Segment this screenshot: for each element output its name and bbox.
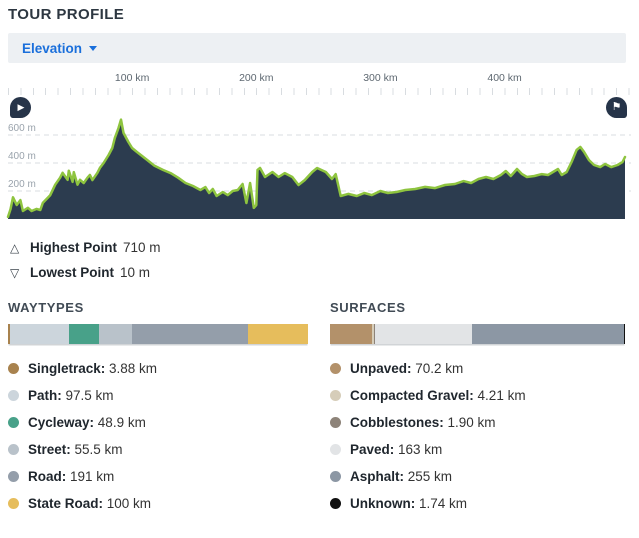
legend-value: 3.88 km — [105, 361, 158, 376]
legend-value: 100 km — [103, 496, 152, 511]
street-color-dot-icon — [8, 444, 19, 455]
play-icon: ▶ — [17, 102, 25, 112]
legend-value: 255 km — [404, 469, 453, 484]
road-color-dot-icon — [8, 471, 19, 482]
flag-icon: ⚑ — [611, 101, 622, 113]
surfaces-bar-segment-unknown — [623, 324, 625, 344]
surfaces-title: SURFACES — [330, 300, 406, 315]
surfaces-legend-item-cobblestones: Cobblestones: 1.90 km — [330, 409, 625, 436]
unpaved-color-dot-icon — [330, 363, 341, 374]
surfaces-bar — [330, 324, 625, 344]
legend-label: Unknown: — [350, 496, 416, 511]
lowest-point-row: ▽ Lowest Point 10 m — [10, 263, 161, 282]
paved-color-dot-icon — [330, 444, 341, 455]
waytypes-title: WAYTYPES — [8, 300, 84, 315]
legend-label: State Road: — [28, 496, 104, 511]
x-axis-tick-marks — [8, 88, 639, 95]
legend-value: 1.74 km — [415, 496, 468, 511]
surfaces-bar-segment-cobblestones — [374, 324, 376, 344]
waytypes-legend-item-street: Street: 55.5 km — [8, 436, 308, 463]
legend-value: 70.2 km — [411, 361, 464, 376]
x-axis-labels: 100 km 200 km 300 km 400 km — [0, 72, 639, 86]
legend-label: Path: — [28, 388, 62, 403]
legend-label: Cobblestones: — [350, 415, 444, 430]
waytypes-bar-segment-road — [132, 324, 248, 344]
legend-label: Road: — [28, 469, 67, 484]
waytypes-bar-segment-street — [98, 324, 133, 344]
lowest-point-label: Lowest Point — [30, 265, 114, 280]
elevation-chart[interactable]: 200 m 400 m 600 m — [0, 96, 639, 219]
legend-label: Compacted Gravel: — [350, 388, 474, 403]
state-road-color-dot-icon — [8, 498, 19, 509]
waytypes-legend-item-path: Path: 97.5 km — [8, 382, 308, 409]
x-axis-label-300km: 300 km — [363, 72, 398, 84]
legend-label: Street: — [28, 442, 71, 457]
waytypes-bar-segment-path — [10, 324, 70, 344]
waytypes-legend-item-singletrack: Singletrack: 3.88 km — [8, 355, 308, 382]
waytypes-legend-item-cycleway: Cycleway: 48.9 km — [8, 409, 308, 436]
surfaces-bar-segment-paved — [375, 324, 473, 344]
chevron-down-icon — [89, 45, 98, 51]
surfaces-legend-item-unpaved: Unpaved: 70.2 km — [330, 355, 625, 382]
surfaces-legend-item-asphalt: Asphalt: 255 km — [330, 463, 625, 490]
legend-label: Paved: — [350, 442, 395, 457]
cobblestones-color-dot-icon — [330, 417, 341, 428]
legend-value: 97.5 km — [61, 388, 114, 403]
surfaces-legend-item-paved: Paved: 163 km — [330, 436, 625, 463]
y-axis-label: 600 m — [8, 123, 36, 134]
waytypes-section: WAYTYPES Singletrack: 3.88 km Path: 97.5 … — [8, 300, 308, 517]
path-color-dot-icon — [8, 390, 19, 401]
waytypes-bar-segment-state-road — [247, 324, 308, 344]
x-axis-label-400km: 400 km — [487, 72, 522, 84]
waytypes-bar-segment-singletrack — [8, 324, 11, 344]
surfaces-legend-item-unknown: Unknown: 1.74 km — [330, 490, 625, 517]
surfaces-bar-segment-compacted-gravel — [371, 324, 375, 344]
highest-point-value: 710 m — [123, 240, 161, 255]
singletrack-color-dot-icon — [8, 363, 19, 374]
highest-point-label: Highest Point — [30, 240, 117, 255]
elevation-stats: △ Highest Point 710 m ▽ Lowest Point 10 … — [10, 238, 161, 288]
play-button[interactable]: ▶ — [10, 97, 31, 118]
elevation-line — [6, 118, 627, 219]
finish-flag-button[interactable]: ⚑ — [606, 97, 627, 118]
waytypes-bar — [8, 324, 308, 344]
highest-point-row: △ Highest Point 710 m — [10, 238, 161, 257]
legend-value: 191 km — [66, 469, 115, 484]
legend-label: Cycleway: — [28, 415, 95, 430]
compacted-gravel-color-dot-icon — [330, 390, 341, 401]
triangle-down-icon: ▽ — [10, 265, 20, 280]
surfaces-legend-item-compacted-gravel: Compacted Gravel: 4.21 km — [330, 382, 625, 409]
legend-label: Singletrack: — [28, 361, 106, 376]
cycleway-color-dot-icon — [8, 417, 19, 428]
surfaces-section: SURFACES Unpaved: 70.2 km Compacted Grave… — [330, 300, 625, 517]
waytypes-legend-item-state-road: State Road: 100 km — [8, 490, 308, 517]
legend-value: 163 km — [394, 442, 443, 457]
legend-label: Unpaved: — [350, 361, 412, 376]
surfaces-legend: Unpaved: 70.2 km Compacted Gravel: 4.21 k… — [330, 355, 625, 517]
x-axis-label-200km: 200 km — [239, 72, 274, 84]
legend-value: 55.5 km — [70, 442, 123, 457]
asphalt-color-dot-icon — [330, 471, 341, 482]
metric-selector[interactable]: Elevation — [8, 33, 626, 63]
waytypes-legend-item-road: Road: 191 km — [8, 463, 308, 490]
waytypes-bar-segment-cycleway — [69, 324, 99, 344]
surfaces-bar-segment-asphalt — [472, 324, 624, 344]
metric-selector-label: Elevation — [22, 40, 83, 56]
elevation-chart-svg: 200 m 400 m 600 m — [6, 118, 631, 219]
y-axis-label: 200 m — [8, 179, 36, 190]
waytypes-legend: Singletrack: 3.88 km Path: 97.5 km Cyclewa… — [8, 355, 308, 517]
unknown-color-dot-icon — [330, 498, 341, 509]
legend-value: 48.9 km — [94, 415, 146, 430]
legend-label: Asphalt: — [350, 469, 404, 484]
legend-value: 4.21 km — [473, 388, 526, 403]
page-title: TOUR PROFILE — [8, 6, 125, 23]
y-axis-label: 400 m — [8, 151, 36, 162]
triangle-up-icon: △ — [10, 240, 20, 255]
legend-value: 1.90 km — [443, 415, 496, 430]
x-axis-label-100km: 100 km — [114, 72, 150, 84]
lowest-point-value: 10 m — [120, 265, 151, 280]
surfaces-bar-segment-unpaved — [330, 324, 372, 344]
